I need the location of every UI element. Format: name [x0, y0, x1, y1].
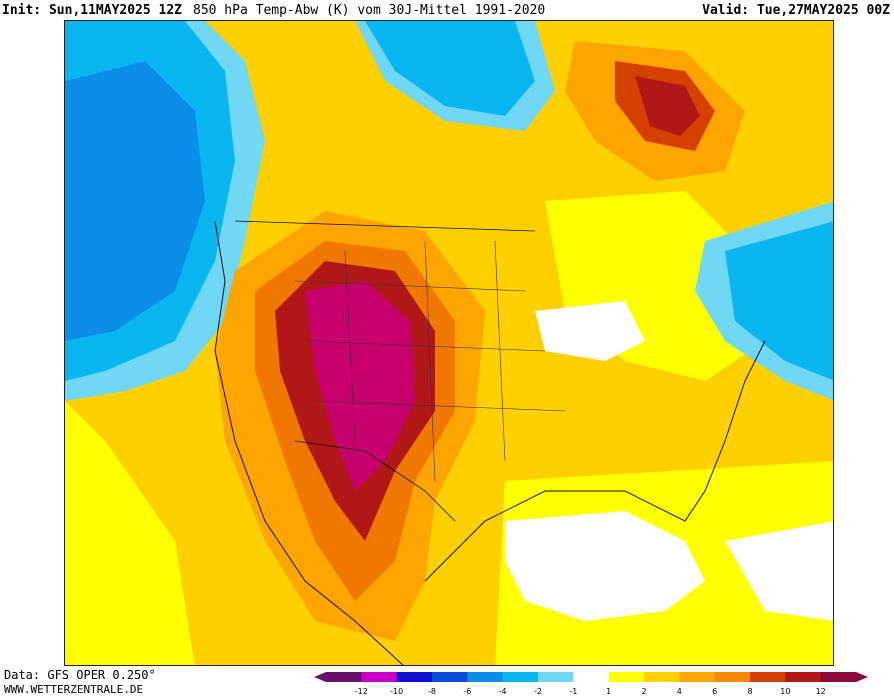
legend-tick-label: -2: [534, 687, 542, 696]
gulf-atlantic-coastline: [424, 340, 766, 582]
anomaly-map: [64, 20, 834, 666]
quebec-warm-core: [635, 76, 700, 136]
data-source: Data: GFS OPER 0.250°: [4, 668, 156, 682]
atlantic-cold-zone: [725, 221, 833, 381]
legend-swatch: [573, 672, 610, 682]
us-canada-border: [234, 220, 536, 232]
legend-swatch: [750, 672, 786, 682]
legend-tick-label: 1: [606, 687, 611, 696]
site-credit: WWW.WETTERZENTRALE.DE: [4, 683, 144, 696]
legend-swatch: [326, 672, 362, 682]
legend-swatch: [502, 672, 539, 682]
legend-arrow-left: [314, 672, 326, 682]
legend-swatch: [714, 672, 751, 682]
legend-swatch: [644, 672, 680, 682]
legend-swatch: [396, 672, 433, 682]
init-time: Init: Sun,11MAY2025 12Z: [2, 3, 183, 18]
legend-tick-label: -4: [499, 687, 507, 696]
legend-tick-label: 2: [641, 687, 646, 696]
color-legend: -12 -10 -8 -6 -4 -2 -1 1 2 4 6 8 10 12: [314, 672, 868, 696]
legend-tick-label: -1: [569, 687, 577, 696]
legend-swatch: [361, 672, 398, 682]
caribbean-neutral-area: [725, 521, 833, 621]
legend-swatch: [679, 672, 716, 682]
pacific-coastline: [214, 220, 404, 665]
legend-swatch: [820, 672, 857, 682]
legend-tick-label: 8: [747, 687, 752, 696]
valid-time: Valid: Tue,27MAY2025 00Z: [702, 3, 890, 18]
legend-tick-label: 12: [816, 687, 826, 696]
legend-tick-label: 10: [780, 687, 790, 696]
pacific-yellow-zone: [65, 401, 195, 665]
legend-labels: -12 -10 -8 -6 -4 -2 -1 1 2 4 6 8 10 12: [355, 687, 826, 696]
legend-tick-label: 6: [712, 687, 717, 696]
legend-bars: [314, 672, 868, 682]
legend-tick-label: -12: [355, 687, 368, 696]
lakes-neutral-area: [535, 301, 645, 361]
legend-tick-label: 4: [677, 687, 682, 696]
western-warm-peak: [305, 281, 415, 491]
gulf-neutral-area: [505, 511, 705, 621]
pacific-cold-core: [65, 61, 205, 341]
state-boundaries: [294, 240, 566, 482]
hudson-cold-zone: [365, 21, 535, 116]
legend-arrow-right: [856, 672, 868, 682]
legend-tick-label: -10: [390, 687, 403, 696]
legend-swatch: [608, 672, 645, 682]
map-title: 850 hPa Temp-Abw (K) vom 30J-Mittel 1991…: [193, 3, 546, 18]
map-canvas: [65, 21, 833, 665]
legend-tick-label: -6: [463, 687, 471, 696]
legend-swatch: [538, 672, 574, 682]
legend-swatch: [785, 672, 822, 682]
legend-swatch: [432, 672, 468, 682]
legend-tick-label: -8: [428, 687, 436, 696]
legend-swatch: [467, 672, 504, 682]
us-mexico-border: [294, 440, 456, 522]
map-header: Init: Sun,11MAY2025 12Z 850 hPa Temp-Abw…: [0, 0, 894, 20]
